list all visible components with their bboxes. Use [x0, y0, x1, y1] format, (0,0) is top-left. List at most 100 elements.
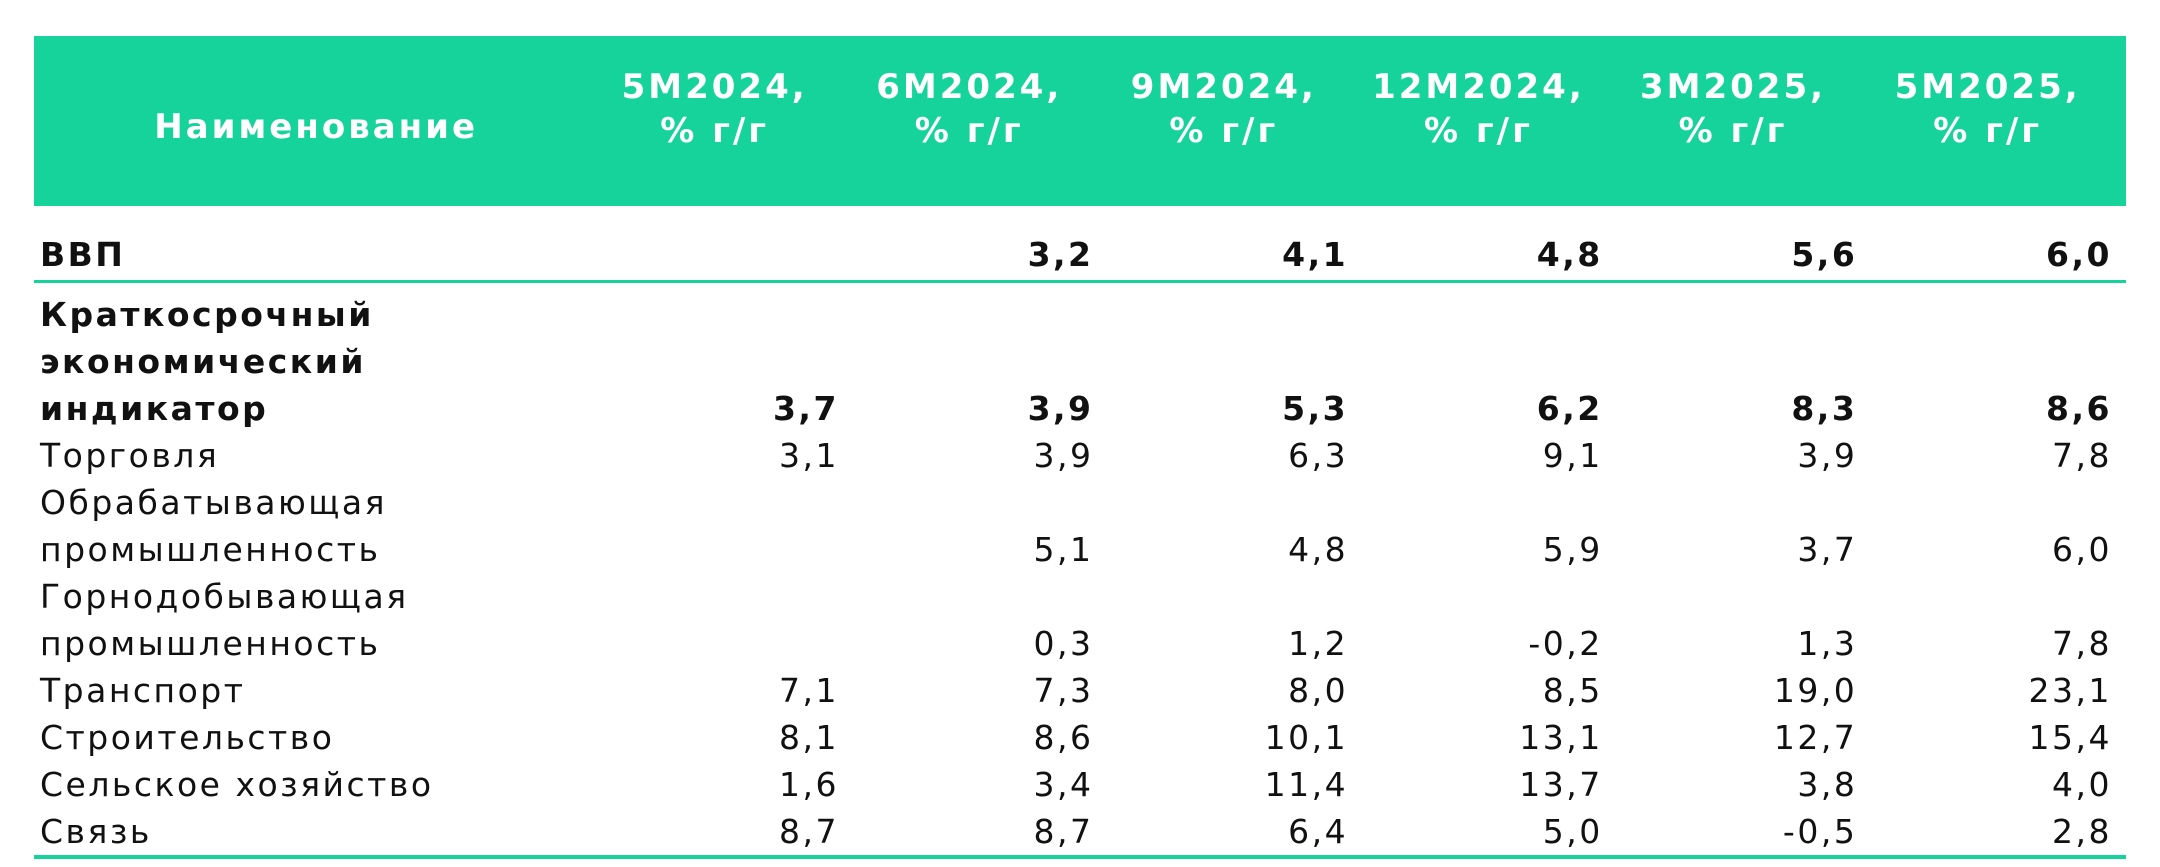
table-header: Наименование 5М2024, % г/г 6М2024, % г/г…: [34, 36, 2126, 206]
economic-indicators-table-container: Наименование 5М2024, % г/г 6М2024, % г/г…: [34, 36, 2126, 859]
row-label-line: экономический: [40, 342, 366, 381]
row-label-line: Торговля: [40, 436, 220, 475]
header-col-9m2024: 9М2024, % г/г: [1107, 36, 1363, 206]
row-label-line: Краткосрочный: [40, 295, 374, 334]
row-label: Строительство: [34, 714, 598, 761]
header-row: Наименование 5М2024, % г/г 6М2024, % г/г…: [34, 36, 2126, 206]
table-cell: 12,7: [1773, 718, 1858, 757]
header-col-6m2024: 6М2024, % г/г: [852, 36, 1108, 206]
table-cell: 4,8: [1288, 530, 1349, 569]
table-cell: -0,5: [1616, 808, 1872, 859]
table-row-manufacturing: Обрабатывающая промышленность 5,1 4,8 5,…: [34, 479, 2126, 573]
table-cell: 8,6: [2046, 389, 2112, 428]
table-cell: 23,1: [2028, 671, 2112, 710]
row-label: Краткосрочный экономический индикатор: [34, 282, 598, 433]
header-col-unit: % г/г: [660, 111, 770, 151]
header-col-period: 12М2024,: [1372, 67, 1585, 107]
table-cell: [598, 206, 853, 283]
header-col-unit: % г/г: [914, 111, 1024, 151]
row-label: Сельское хозяйство: [34, 761, 598, 808]
table-cell: 11,4: [1264, 765, 1349, 804]
table-cell: 6,0: [1871, 206, 2126, 283]
table-cell: 3,8: [1797, 765, 1858, 804]
table-cell: -0,2: [1528, 624, 1603, 663]
table-cell: 5,6: [1616, 206, 1872, 283]
row-label: Связь: [34, 808, 599, 859]
table-row-trade: Торговля 3,1 3,9 6,3 9,1 3,9 7,8: [34, 432, 2126, 479]
table-cell: 15,4: [2028, 718, 2112, 757]
table-cell: [598, 573, 853, 667]
row-label-line: Строительство: [40, 718, 335, 757]
table-cell: 13,7: [1519, 765, 1603, 804]
header-col-period: 5М2025,: [1894, 67, 2081, 107]
table-cell: 3,9: [1033, 436, 1094, 475]
row-label-line: Сельское хозяйство: [40, 765, 434, 804]
row-label: Торговля: [34, 432, 598, 479]
table-cell: 4,1: [1107, 206, 1363, 283]
table-cell: 8,1: [778, 718, 839, 757]
header-col-unit: % г/г: [1169, 111, 1279, 151]
row-label-line: Транспорт: [40, 671, 246, 710]
table-cell: 5,9: [1542, 530, 1603, 569]
table-cell: 6,3: [1288, 436, 1349, 475]
table-cell: 7,1: [778, 671, 839, 710]
header-col-unit: % г/г: [1678, 111, 1788, 151]
table-cell: 8,6: [1033, 718, 1094, 757]
header-col-5m2025: 5М2025, % г/г: [1871, 36, 2126, 206]
table-cell: 3,2: [852, 206, 1108, 283]
header-col-12m2024: 12М2024, % г/г: [1362, 36, 1617, 206]
header-col-period: 5М2024,: [621, 67, 808, 107]
table-cell: 4,0: [2052, 765, 2112, 804]
header-col-unit: % г/г: [1423, 111, 1533, 151]
table-cell: 5,0: [1362, 808, 1617, 859]
header-col-3m2025: 3М2025, % г/г: [1616, 36, 1872, 206]
table-cell: 10,1: [1264, 718, 1349, 757]
header-col-period: 9М2024,: [1130, 67, 1317, 107]
table-cell: 7,3: [1033, 671, 1094, 710]
table-cell: 0,3: [1033, 624, 1094, 663]
table-cell: 2,8: [1871, 808, 2126, 859]
header-col-unit: % г/г: [1933, 111, 2043, 151]
table-cell: 3,7: [1797, 530, 1858, 569]
table-cell: 19,0: [1773, 671, 1858, 710]
table-cell: 7,8: [2052, 624, 2112, 663]
table-cell: 3,9: [1027, 389, 1094, 428]
row-label: Транспорт: [34, 667, 598, 714]
table-cell: 8,7: [852, 808, 1108, 859]
row-label-line: промышленность: [40, 530, 381, 569]
table-row-transport: Транспорт 7,1 7,3 8,0 8,5 19,0 23,1: [34, 667, 2126, 714]
table-row-gdp: ВВП 3,2 4,1 4,8 5,6 6,0: [34, 206, 2126, 283]
table-cell: 3,7: [772, 389, 839, 428]
table-row-communications: Связь 8,7 8,7 6,4 5,0 -0,5 2,8: [34, 808, 2126, 859]
table-cell: 6,0: [2052, 530, 2112, 569]
table-cell: 3,1: [778, 436, 839, 475]
table-row-agriculture: Сельское хозяйство 1,6 3,4 11,4 13,7 3,8…: [34, 761, 2126, 808]
table-cell: 5,1: [1033, 530, 1094, 569]
row-label-line: Обрабатывающая: [40, 483, 387, 522]
row-label-line: Горнодобывающая: [40, 577, 409, 616]
row-label-line: ВВП: [40, 235, 126, 274]
table-cell: 9,1: [1542, 436, 1603, 475]
row-label-line: индикатор: [40, 389, 269, 428]
table-cell: 8,7: [598, 808, 853, 859]
table-cell: 6,4: [1107, 808, 1363, 859]
table-cell: 3,4: [1033, 765, 1094, 804]
table-cell: 8,0: [1288, 671, 1349, 710]
row-label: ВВП: [34, 206, 599, 283]
table-cell: 8,3: [1791, 389, 1858, 428]
economic-indicators-table: Наименование 5М2024, % г/г 6М2024, % г/г…: [34, 36, 2126, 859]
header-col-5m2024: 5М2024, % г/г: [598, 36, 853, 206]
table-cell: [598, 479, 853, 573]
table-row-mining: Горнодобывающая промышленность 0,3 1,2 -…: [34, 573, 2126, 667]
table-cell: 4,8: [1362, 206, 1617, 283]
table-cell: 6,2: [1536, 389, 1603, 428]
table-cell: 8,5: [1542, 671, 1603, 710]
row-label: Горнодобывающая промышленность: [34, 573, 598, 667]
table-cell: 1,2: [1288, 624, 1349, 663]
table-cell: 1,6: [778, 765, 839, 804]
table-cell: 1,3: [1797, 624, 1858, 663]
table-cell: 13,1: [1519, 718, 1603, 757]
table-row-construction: Строительство 8,1 8,6 10,1 13,1 12,7 15,…: [34, 714, 2126, 761]
header-name: Наименование: [34, 36, 599, 206]
row-label-line: промышленность: [40, 624, 381, 663]
